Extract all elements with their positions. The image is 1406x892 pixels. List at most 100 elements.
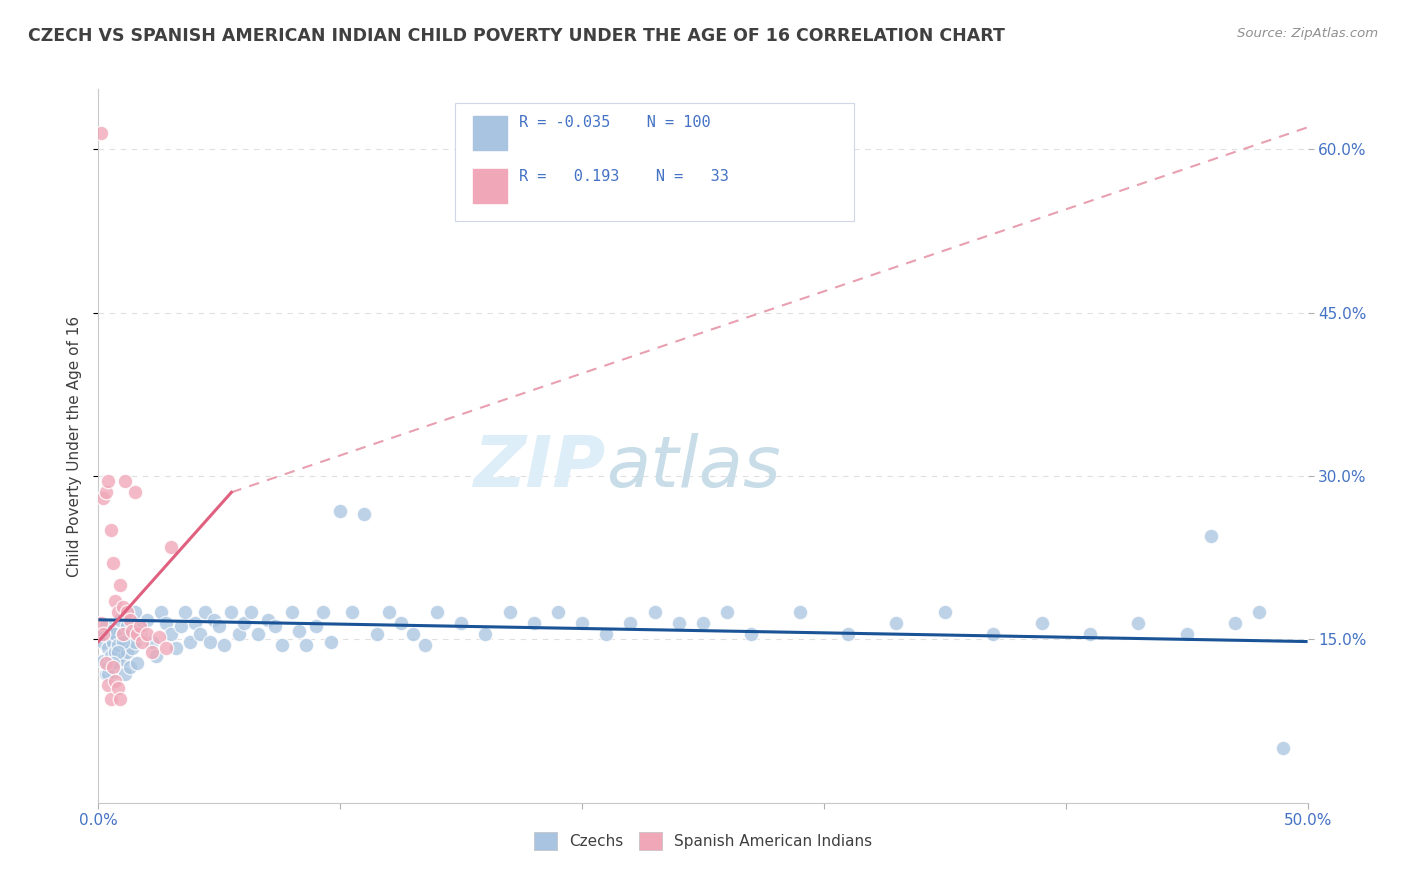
Point	[107, 645, 129, 659]
Point	[91, 654, 114, 668]
Point	[131, 634, 153, 648]
Point	[571, 615, 593, 630]
Point	[1175, 627, 1198, 641]
Bar	[474, 169, 508, 203]
Point	[498, 605, 520, 619]
Point	[121, 641, 143, 656]
Point	[837, 627, 859, 641]
Point	[221, 605, 243, 619]
Point	[107, 638, 129, 652]
Point	[111, 599, 134, 614]
Point	[145, 648, 167, 663]
Bar	[474, 116, 508, 150]
Point	[148, 630, 170, 644]
Point	[160, 540, 183, 554]
Point	[124, 485, 146, 500]
Point	[101, 659, 124, 673]
Point	[934, 605, 956, 619]
Point	[377, 605, 399, 619]
Point	[111, 627, 134, 641]
Point	[121, 624, 143, 638]
Point	[118, 613, 141, 627]
Point	[194, 605, 217, 619]
Point	[228, 627, 250, 641]
Point	[141, 645, 163, 659]
Point	[595, 627, 617, 641]
Point	[174, 605, 197, 619]
Point	[523, 615, 546, 630]
Point	[619, 615, 641, 630]
Point	[342, 605, 364, 619]
Point	[91, 491, 114, 505]
Point	[256, 613, 278, 627]
Point	[135, 627, 157, 641]
Point	[165, 641, 187, 656]
Point	[1128, 615, 1150, 630]
Point	[184, 615, 207, 630]
Point	[160, 627, 183, 641]
Point	[264, 619, 287, 633]
Point	[108, 613, 131, 627]
Point	[981, 627, 1004, 641]
Point	[127, 627, 149, 641]
Point	[101, 657, 124, 671]
Point	[117, 645, 139, 659]
Point	[104, 594, 127, 608]
Point	[107, 657, 129, 671]
Text: R =   0.193    N =   33: R = 0.193 N = 33	[519, 169, 730, 184]
Point	[305, 619, 328, 633]
Point	[288, 624, 311, 638]
Point	[740, 627, 762, 641]
Point	[1272, 741, 1295, 756]
Point	[101, 665, 124, 679]
Point	[179, 634, 201, 648]
Point	[886, 615, 908, 630]
Point	[1078, 627, 1101, 641]
Point	[90, 615, 112, 630]
Point	[668, 615, 690, 630]
Point	[127, 657, 149, 671]
Point	[111, 652, 134, 666]
Point	[107, 605, 129, 619]
Point	[97, 678, 120, 692]
Point	[91, 634, 114, 648]
Point	[789, 605, 811, 619]
Point	[90, 627, 112, 641]
Point	[94, 485, 117, 500]
Point	[413, 638, 436, 652]
Point	[389, 615, 412, 630]
Point	[169, 619, 191, 633]
Point	[91, 627, 114, 641]
Point	[716, 605, 738, 619]
Point	[692, 615, 714, 630]
Point	[212, 638, 235, 652]
Point	[474, 627, 496, 641]
Point	[312, 605, 335, 619]
Point	[128, 627, 150, 641]
Point	[155, 641, 177, 656]
Point	[1031, 615, 1053, 630]
Point	[271, 638, 294, 652]
Point	[426, 605, 449, 619]
Point	[101, 556, 124, 570]
Point	[124, 605, 146, 619]
Point	[131, 619, 153, 633]
Point	[114, 667, 136, 681]
Point	[319, 634, 342, 648]
Point	[97, 667, 120, 681]
Text: CZECH VS SPANISH AMERICAN INDIAN CHILD POVERTY UNDER THE AGE OF 16 CORRELATION C: CZECH VS SPANISH AMERICAN INDIAN CHILD P…	[28, 27, 1005, 45]
Point	[141, 634, 163, 648]
Point	[108, 578, 131, 592]
Point	[104, 673, 127, 688]
Point	[94, 667, 117, 681]
Point	[547, 605, 569, 619]
Legend: Czechs, Spanish American Indians: Czechs, Spanish American Indians	[527, 826, 879, 855]
Point	[155, 615, 177, 630]
Point	[94, 657, 117, 671]
Point	[118, 627, 141, 641]
Point	[117, 619, 139, 633]
Text: ZIP: ZIP	[474, 433, 606, 502]
Text: R = -0.035    N = 100: R = -0.035 N = 100	[519, 115, 711, 130]
Point	[366, 627, 388, 641]
Point	[111, 634, 134, 648]
